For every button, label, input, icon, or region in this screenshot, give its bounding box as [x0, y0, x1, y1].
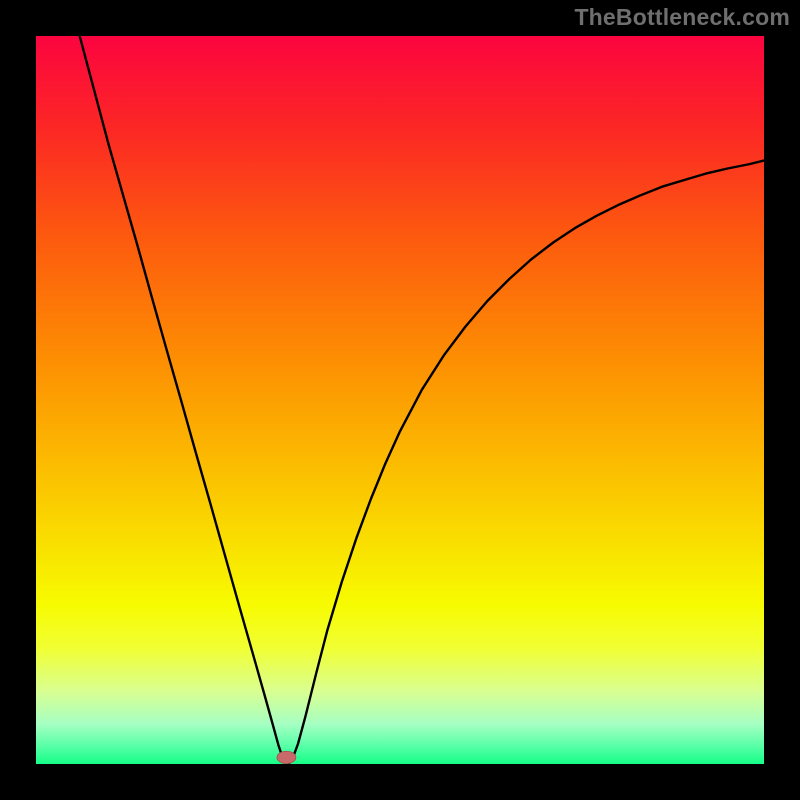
- chart-svg: [36, 36, 764, 764]
- chart-stage: TheBottleneck.com: [0, 0, 800, 800]
- minimum-marker: [277, 751, 296, 763]
- plot-area: [36, 36, 764, 764]
- chart-background: [36, 36, 764, 764]
- watermark-text: TheBottleneck.com: [574, 4, 790, 31]
